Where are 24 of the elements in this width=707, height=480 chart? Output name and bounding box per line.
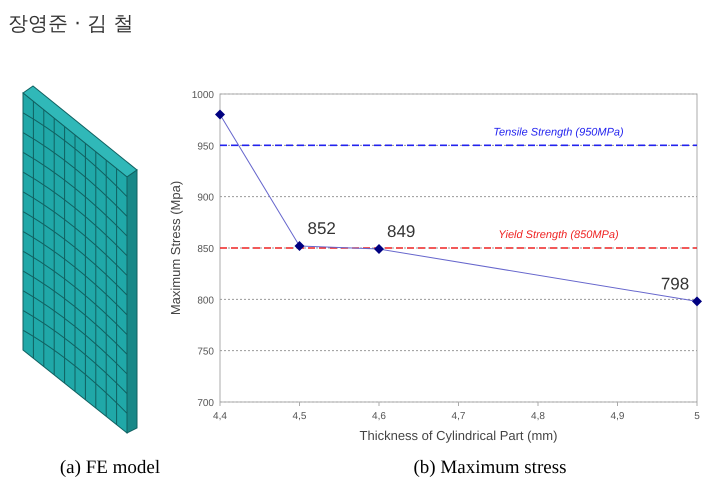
x-tick-label: 4,7: [452, 411, 466, 422]
x-tick-label: 4,4: [213, 411, 228, 422]
y-tick-label: 700: [197, 398, 214, 409]
x-tick-label: 4,6: [372, 411, 386, 422]
y-tick-label: 850: [197, 244, 214, 255]
y-axis-title: Maximum Stress (Mpa): [168, 180, 183, 316]
y-tick-label: 800: [197, 295, 214, 306]
text: (b) Maximum stress: [413, 457, 567, 478]
x-tick-label: 5: [694, 411, 700, 422]
data-label: 849: [387, 222, 416, 242]
y-tick-label: 950: [197, 141, 214, 152]
data-label: 798: [660, 274, 690, 294]
data-label: 852: [308, 218, 336, 238]
ref-line-label: Yield Strength (850MPa): [498, 229, 619, 241]
y-tick-label: 750: [197, 346, 214, 358]
text: (a) FE model: [60, 457, 160, 478]
x-axis-title: Thickness of Cylindrical Part (mm): [360, 428, 558, 443]
x-tick-label: 4,8: [531, 411, 546, 422]
y-tick-label: 1000: [192, 90, 214, 101]
text: 장영준 · 김 철: [8, 11, 134, 35]
y-tick-label: 900: [197, 192, 214, 204]
x-tick-label: 4,5: [292, 411, 307, 422]
ref-line-label: Tensile Strength (950MPa): [493, 126, 624, 138]
x-tick-label: 4,9: [610, 411, 625, 422]
